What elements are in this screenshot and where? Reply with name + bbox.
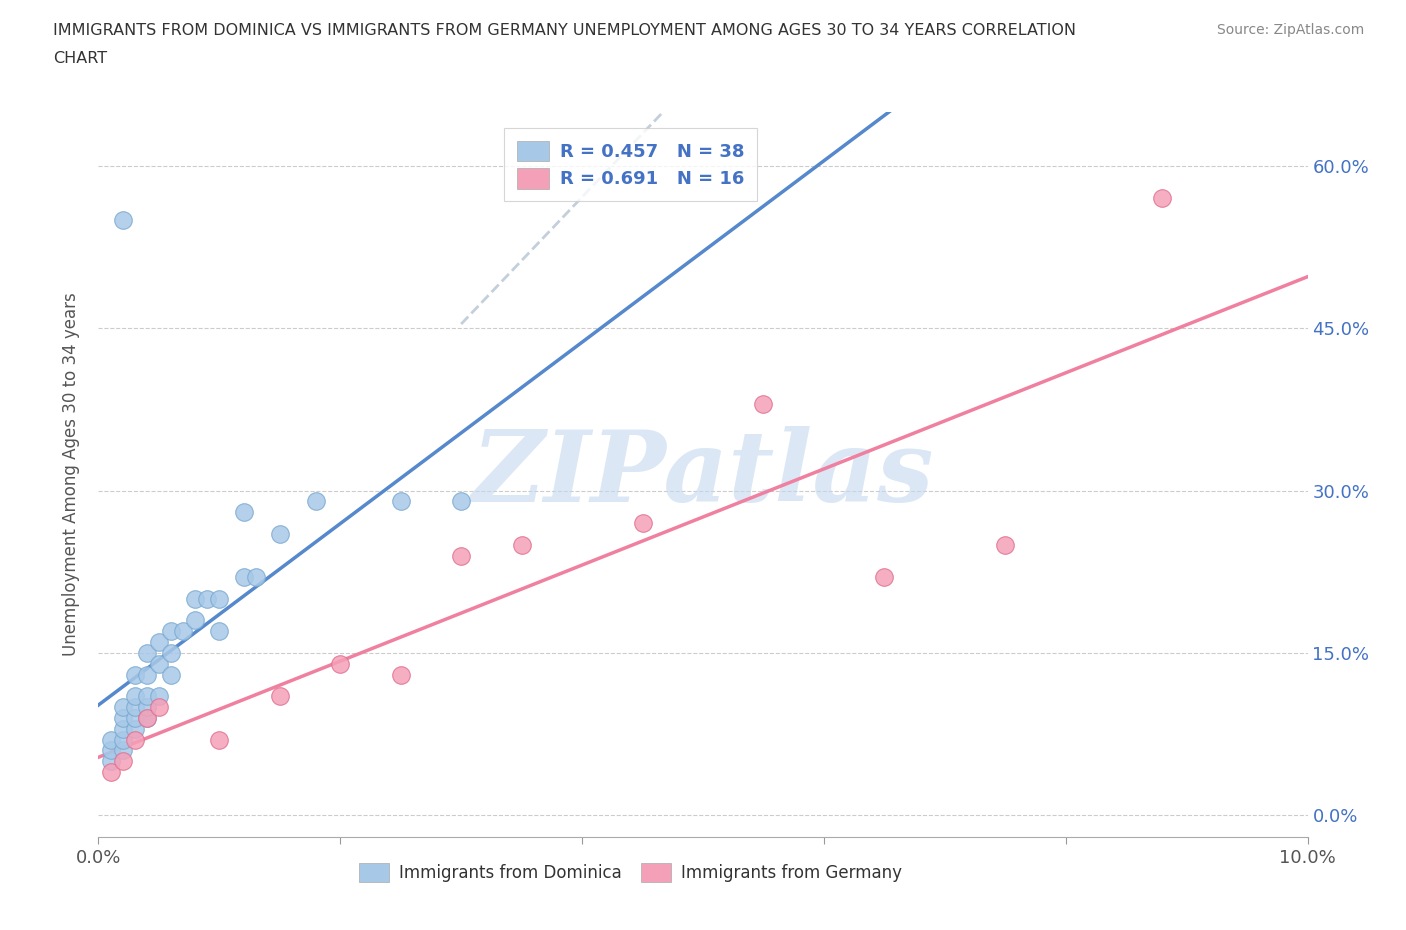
Point [100,732,122,747]
Point [124,732,146,747]
Point [135,699,157,714]
Point [450,548,472,563]
Point [208,591,231,606]
Point [124,667,146,682]
Point [269,689,291,704]
Point [450,494,472,509]
Point [135,689,157,704]
Text: IMMIGRANTS FROM DOMINICA VS IMMIGRANTS FROM GERMANY UNEMPLOYMENT AMONG AGES 30 T: IMMIGRANTS FROM DOMINICA VS IMMIGRANTS F… [53,23,1077,38]
Point [994,538,1017,552]
Point [124,722,146,737]
Point [100,764,122,779]
Point [135,711,157,725]
Point [208,624,231,639]
Point [160,667,183,682]
Point [184,591,207,606]
Legend: Immigrants from Dominica, Immigrants from Germany: Immigrants from Dominica, Immigrants fro… [347,851,914,894]
Point [305,494,328,509]
Point [160,645,183,660]
Point [135,711,157,725]
Point [124,689,146,704]
Point [100,743,122,758]
Point [184,613,207,628]
Point [100,754,122,769]
Point [148,689,170,704]
Point [232,505,254,520]
Point [111,722,134,737]
Point [329,657,352,671]
Point [148,657,170,671]
Point [111,711,134,725]
Point [124,699,146,714]
Point [195,591,218,606]
Text: CHART: CHART [53,51,107,66]
Point [389,667,412,682]
Point [135,667,157,682]
Text: Source: ZipAtlas.com: Source: ZipAtlas.com [1216,23,1364,37]
Point [510,538,533,552]
Point [160,624,183,639]
Point [389,494,412,509]
Point [208,732,231,747]
Y-axis label: Unemployment Among Ages 30 to 34 years: Unemployment Among Ages 30 to 34 years [62,292,80,657]
Point [148,699,170,714]
Point [631,515,654,530]
Point [124,711,146,725]
Point [111,699,134,714]
Point [111,743,134,758]
Point [245,570,267,585]
Point [111,212,134,227]
Point [148,634,170,649]
Point [111,754,134,769]
Point [172,624,194,639]
Point [1152,191,1174,206]
Point [752,396,775,411]
Point [111,732,134,747]
Text: ZIPatlas: ZIPatlas [472,426,934,523]
Point [232,570,254,585]
Point [873,570,896,585]
Point [135,645,157,660]
Point [269,526,291,541]
